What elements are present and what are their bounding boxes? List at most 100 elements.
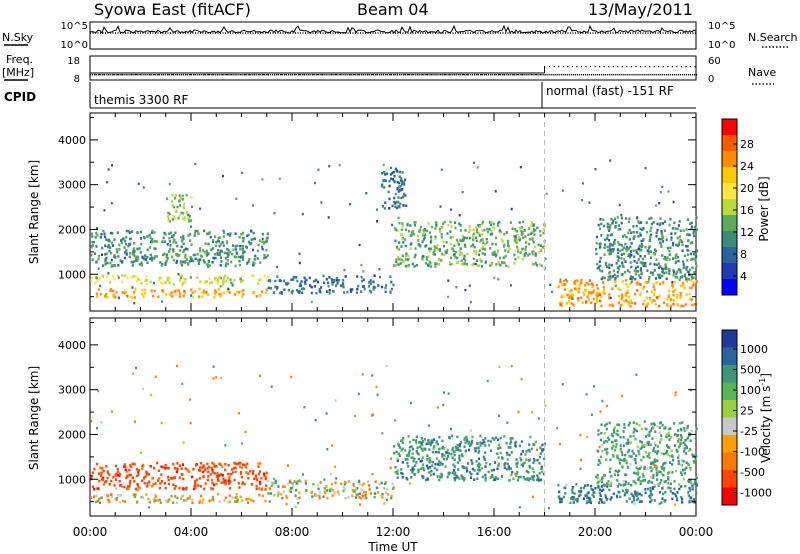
velocity-cell [296, 497, 299, 500]
freq-point [481, 74, 484, 76]
freq-point [128, 74, 130, 76]
power-cell [435, 224, 438, 227]
power-cell [224, 274, 227, 278]
power-cell [583, 293, 586, 296]
velocity-cell [218, 462, 221, 465]
velocity-cell [492, 478, 495, 481]
power-cell [226, 259, 229, 262]
velocity-cell [649, 443, 652, 446]
velocity-cell [572, 497, 575, 501]
power-cell [234, 293, 237, 296]
power-cell [620, 297, 623, 301]
nave-point [585, 66, 587, 68]
velocity-cbar-frame [721, 329, 738, 506]
velocity-cell [376, 393, 379, 397]
nave-point [294, 74, 296, 76]
nave-point [567, 66, 569, 68]
power-cell [530, 221, 533, 224]
velocity-cell [663, 452, 666, 456]
power-cell [155, 240, 158, 243]
power-cell [497, 250, 500, 253]
velocity-cell [126, 487, 129, 491]
power-cell [519, 166, 522, 169]
freq-point [356, 74, 358, 76]
power-cell [148, 246, 151, 249]
power-cell [450, 263, 453, 266]
freq-point [336, 74, 338, 76]
velocity-cell [210, 466, 213, 470]
velocity-cell [411, 452, 414, 455]
station-title: Syowa East (fitACF) [94, 0, 251, 19]
nave-point [517, 74, 519, 76]
nave-point [521, 74, 523, 76]
nave-point [249, 74, 251, 76]
power-cell [385, 284, 388, 287]
power-cell [652, 221, 655, 224]
velocity-cell [477, 446, 480, 450]
freq-point [506, 74, 508, 76]
power-cell [381, 172, 384, 175]
power-cell [207, 242, 210, 246]
velocity-cell [686, 426, 689, 429]
power-cell [130, 296, 134, 299]
velocity-cell [222, 481, 225, 484]
power-cell [435, 246, 438, 250]
power-cell [649, 262, 652, 266]
power-cell [90, 279, 93, 282]
velocity-cell [272, 482, 275, 485]
power-cell [113, 254, 116, 257]
velocity-cell [547, 507, 550, 510]
velocity-cell [690, 429, 693, 433]
velocity-cell [258, 480, 261, 484]
velocity-cell [687, 463, 690, 467]
velocity-cell [401, 475, 404, 479]
velocity-cell [159, 482, 162, 485]
velocity-cell [383, 487, 386, 490]
velocity-cell [666, 450, 669, 453]
cpid-label: CPID [4, 90, 36, 104]
power-cell [572, 294, 575, 297]
velocity-cell [302, 473, 304, 476]
power-cell [111, 274, 114, 278]
velocity-cell [224, 462, 227, 466]
power-cell [651, 273, 655, 276]
power-cell [612, 269, 615, 273]
velocity-cell [171, 477, 174, 480]
power-cell [384, 179, 387, 182]
power-cell [214, 290, 217, 294]
power-cell [327, 285, 330, 288]
power-cell [161, 262, 164, 266]
power-cell [478, 234, 481, 237]
velocity-cell [128, 468, 131, 472]
power-cell [97, 257, 100, 261]
power-cbar-swatch [722, 279, 737, 296]
nave-point [599, 66, 601, 68]
velocity-cell [537, 417, 540, 420]
velocity-cell [496, 477, 499, 480]
freq-point [572, 74, 574, 76]
power-cell [489, 247, 492, 250]
freq-point [134, 74, 136, 76]
velocity-cell [673, 480, 676, 483]
power-cell [175, 241, 178, 244]
power-cell [506, 244, 510, 247]
power-cell [542, 231, 545, 235]
velocity-cell [194, 480, 197, 483]
velocity-cell [291, 482, 294, 485]
velocity-cell [619, 444, 622, 447]
velocity-cell [115, 472, 118, 476]
power-cell [222, 291, 225, 295]
freq-point [669, 74, 671, 76]
velocity-cell [605, 422, 608, 426]
power-cell [211, 281, 214, 284]
velocity-cell [661, 487, 664, 490]
nave-point [662, 66, 664, 68]
velocity-cell [690, 481, 693, 485]
power-cell [538, 251, 541, 254]
power-cell [524, 245, 528, 249]
power-cell [172, 240, 175, 244]
nave-point [280, 74, 283, 76]
freq-point [423, 74, 425, 76]
power-cell [109, 288, 112, 291]
velocity-cell [652, 473, 655, 477]
